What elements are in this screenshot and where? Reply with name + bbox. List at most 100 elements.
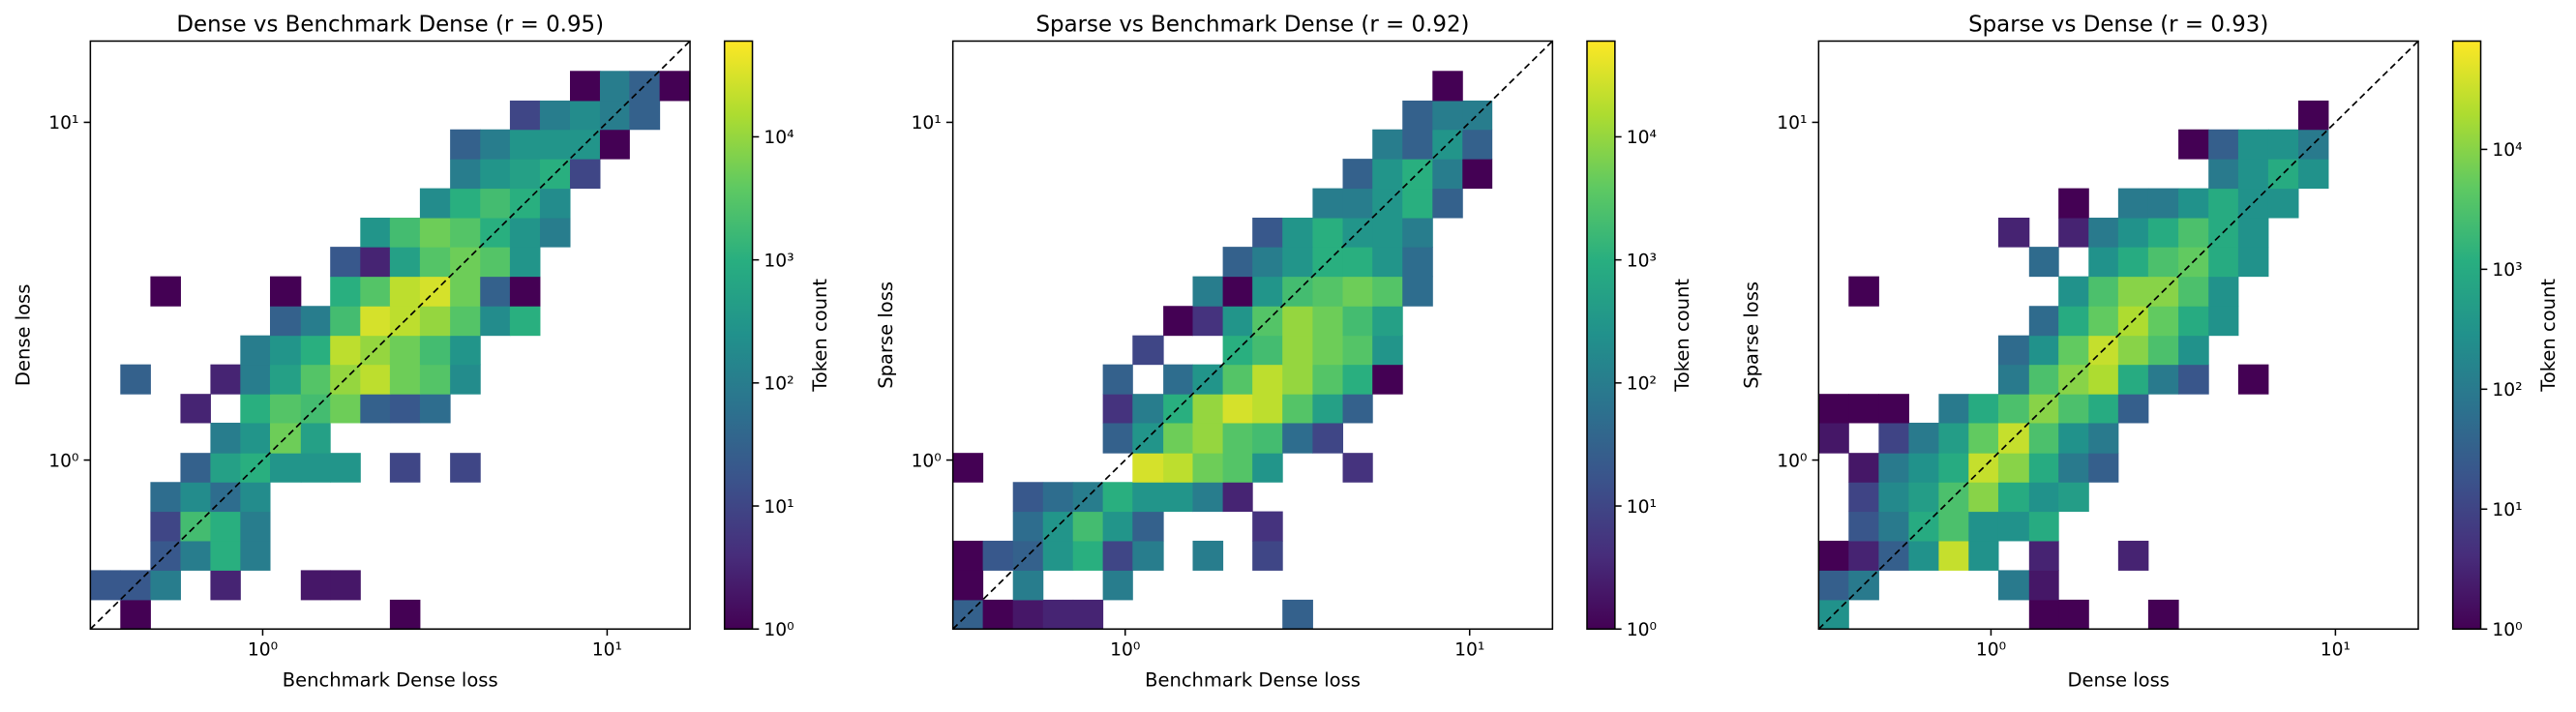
colorbar-tick-label: 10³ (1627, 251, 1657, 271)
heatmap-cell (2267, 188, 2299, 219)
heatmap-cell (1222, 482, 1253, 513)
colorbar-tick-label: 10² (2492, 380, 2522, 400)
heatmap-cell (389, 335, 421, 366)
heatmap-cell (360, 394, 391, 424)
heatmap-cell (450, 364, 481, 395)
heatmap-cell (1848, 453, 1879, 483)
heatmap-cell (2178, 276, 2209, 307)
heatmap-cell (1848, 540, 1879, 571)
heatmap-cell (1372, 218, 1403, 248)
identity-line (952, 40, 1553, 630)
heatmap-cell (270, 335, 302, 366)
heatmap-cell (270, 364, 302, 395)
heatmap-cell (1878, 394, 1909, 424)
heatmap-cell (1342, 394, 1373, 424)
heatmap-cell (1163, 453, 1193, 483)
chart-title: Dense vs Benchmark Dense (r = 0.95) (176, 12, 604, 37)
heatmap-cell (1312, 422, 1344, 454)
heatmap-cell (1402, 129, 1433, 160)
heatmap-cell (2117, 335, 2149, 366)
heatmap-cell (150, 570, 181, 601)
y-tick-label: 10¹ (1777, 113, 1807, 134)
heatmap-cell (419, 394, 451, 424)
heatmap-cell (1012, 511, 1044, 542)
heatmap-cell (120, 364, 151, 395)
heatmap-cell (1462, 159, 1493, 190)
heatmap-cell (2028, 599, 2059, 630)
heatmap-cell (2058, 276, 2089, 307)
heatmap-cell (2028, 335, 2059, 366)
heatmap-cell (2058, 453, 2089, 483)
heatmap-cell (1072, 511, 1104, 542)
heatmap-cell (1432, 188, 1463, 219)
heatmap-cell (2028, 247, 2059, 278)
heatmap-cell (1312, 218, 1344, 248)
heatmap-cell (1163, 482, 1193, 513)
heatmap-cell (2028, 364, 2059, 395)
heatmap-cell (2058, 306, 2089, 337)
heatmap-cell (509, 218, 541, 248)
heatmap-cell (1192, 394, 1224, 424)
heatmap-cell (1252, 276, 1283, 307)
identity-line (89, 40, 691, 630)
heatmap-cell (1878, 422, 1909, 454)
heatmap-cell (2117, 188, 2149, 219)
heatmap-cell (570, 159, 601, 190)
colorbar-label: Token count (2537, 279, 2560, 393)
heatmap-cell (1102, 482, 1133, 513)
heatmap-cell (2028, 482, 2059, 513)
heatmap-cell (1163, 306, 1193, 337)
heatmap-cell (1163, 422, 1193, 454)
heatmap-cell (539, 100, 571, 131)
heatmap-cell (330, 247, 361, 278)
heatmap-cell (982, 599, 1014, 630)
heatmap-cell (1402, 247, 1433, 278)
heatmap-cell (2028, 453, 2059, 483)
heatmap-cell (1968, 394, 1999, 424)
heatmap-cell (419, 188, 451, 219)
heatmap-cell (210, 364, 241, 395)
heatmap-cell (1132, 482, 1164, 513)
heatmap-cell (1312, 364, 1344, 395)
axes-frame (1817, 40, 2419, 631)
chart-title: Sparse vs Benchmark Dense (r = 0.92) (1036, 12, 1470, 37)
heatmap-cell (2237, 218, 2269, 248)
heatmap-cell (509, 100, 541, 131)
heatmap-cell (210, 453, 241, 483)
heatmap-cell (1102, 570, 1133, 601)
y-axis-label: Dense loss (13, 284, 35, 386)
heatmap-cell (419, 218, 451, 248)
heatmap-cell (1282, 364, 1313, 395)
colorbar-tick-label: 10⁴ (1627, 128, 1657, 148)
heatmap-cell (1102, 394, 1133, 424)
heatmap-cell (1908, 422, 1939, 454)
heatmap-cell (180, 482, 211, 513)
heatmap-cell (1252, 540, 1283, 571)
heatmap-cell (1252, 364, 1283, 395)
heatmap-cell (2058, 482, 2089, 513)
heatmap-cell (1012, 570, 1044, 601)
heatmap-cell (1312, 188, 1344, 219)
heatmap-cell (240, 482, 271, 513)
colorbar-tick-label: 10³ (764, 251, 794, 271)
heatmap-cell (2267, 129, 2299, 160)
heatmap-cell (1102, 364, 1133, 395)
heatmap-cell (2208, 159, 2239, 190)
heatmap-cell (2208, 188, 2239, 219)
heatmap-cell (1252, 247, 1283, 278)
heatmap-cell (1282, 218, 1313, 248)
heatmap-cell (180, 394, 211, 424)
heatmap-cell (2178, 335, 2209, 366)
heatmap-cell (1432, 159, 1463, 190)
heatmap-cell (1968, 511, 1999, 542)
heatmap-cell (1938, 394, 1969, 424)
heatmap-cell (2028, 422, 2059, 454)
heatmap-cell (1878, 511, 1909, 542)
heatmap-cell (509, 276, 541, 307)
heatmap-cell (210, 540, 241, 571)
heatmap-cell (1252, 335, 1283, 366)
heatmap-cell (1848, 482, 1879, 513)
colorbar-tick-label: 10¹ (1627, 497, 1657, 518)
heatmap-cell (952, 453, 984, 483)
